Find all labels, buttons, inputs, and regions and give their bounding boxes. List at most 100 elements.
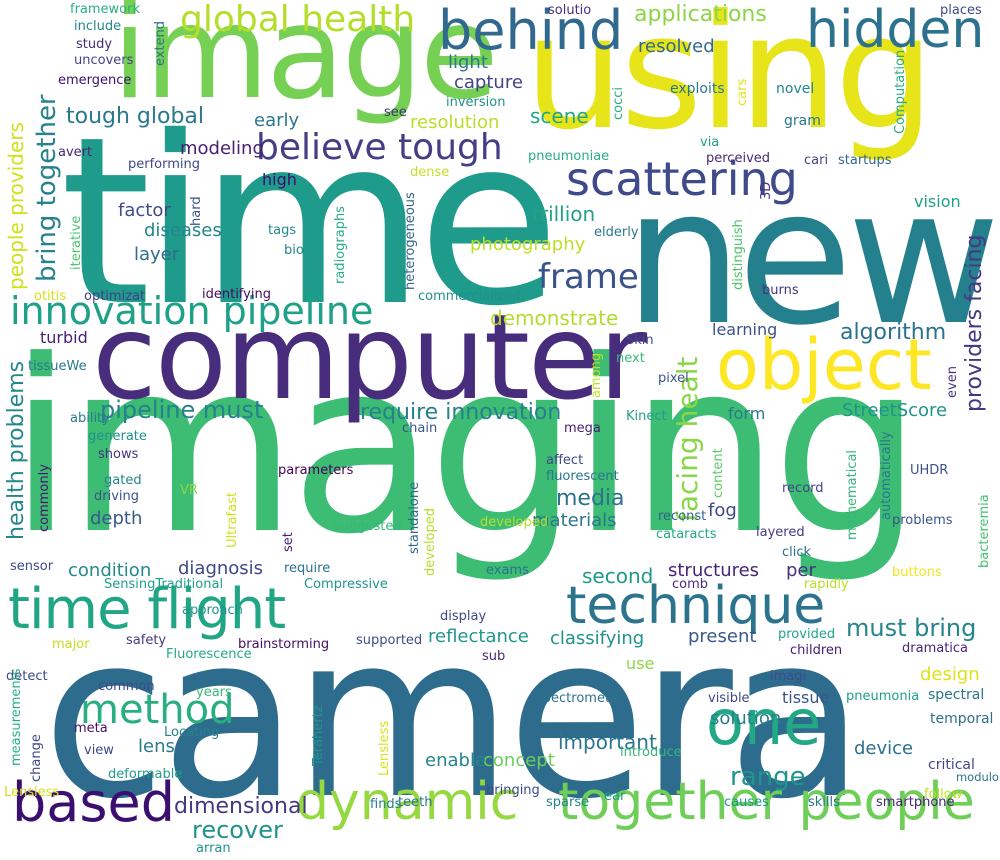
word-providers-facing: providers facing [962, 234, 987, 412]
word-uhdr: UHDR [910, 463, 949, 478]
word-change: view [84, 743, 114, 758]
word-standalone: standalone [407, 481, 422, 554]
word-spectrometer: Terahertz [311, 705, 326, 766]
word-rapidly: comb [672, 577, 709, 592]
word-novel: novel [776, 81, 815, 97]
word-supported: brainstorming [238, 637, 330, 652]
word-structures: structures [668, 560, 760, 581]
word-among: among [589, 352, 604, 398]
word-vr: VR [180, 483, 198, 498]
word-ability: ability [70, 411, 110, 426]
word-deformable: Lensless [377, 720, 392, 776]
word-developed: developed [423, 507, 438, 576]
word-frame: frame [538, 257, 639, 297]
word-major: display [440, 609, 487, 624]
word-heterogeneous: heterogeneous [403, 192, 418, 290]
word-dimensional: dimensional [174, 794, 308, 819]
word-time: time [60, 87, 560, 357]
word-layer: layer [134, 244, 180, 265]
word-places: places [940, 3, 982, 18]
word-early: early [254, 110, 300, 131]
word-based: based [12, 771, 176, 834]
word-camera: camera [42, 586, 865, 849]
word-require: sensor [10, 559, 54, 574]
word-scattering: scattering [566, 152, 798, 206]
word-turbid: turbid [40, 328, 88, 347]
word-scene: scene [530, 104, 589, 128]
word-reconst: reconst [658, 509, 707, 524]
word-learninga: follow [924, 787, 963, 802]
word-tags: tags [268, 223, 297, 238]
word-fluorescence: dramatica [902, 641, 969, 656]
word-must-bring: must bring [846, 614, 977, 642]
word-identifying: identifying [202, 287, 271, 302]
word-gram: gram [784, 113, 821, 129]
word-resolution: resolution [410, 112, 500, 133]
word-solution: solution [710, 708, 782, 729]
word-emergence: emergence [58, 73, 132, 88]
word-lensless: measurements [9, 668, 24, 766]
word-extend: extend [153, 20, 168, 66]
word-next: next [616, 351, 645, 366]
word-concept: concept [483, 750, 555, 771]
word-content: content [711, 448, 726, 498]
word-cari: cari [804, 153, 829, 168]
word-inversion: inversion [446, 95, 506, 110]
word-global-health: global health [180, 0, 416, 40]
word-even: even [945, 366, 960, 398]
word-safety: major [52, 637, 90, 652]
word-buttons: rapidly [804, 577, 849, 592]
word-solutio: solutio [548, 3, 592, 18]
word-skills: sparse [546, 795, 590, 810]
word-distinguish: distinguish [731, 219, 746, 290]
word-computer: computer [92, 288, 647, 426]
word-pneumoniae: pneumoniae [528, 149, 610, 164]
word-second: second [582, 564, 654, 588]
word-years: imagi [770, 669, 807, 684]
word-believe-tough: believe tough [256, 127, 503, 168]
word-vision: vision [914, 192, 961, 211]
word-elderly: elderly [594, 225, 639, 240]
word-finds: introduce [620, 745, 682, 760]
word-important: important [558, 730, 657, 754]
word-approach: buttons [892, 565, 942, 580]
word-teeth: bringing [486, 783, 540, 798]
word-causes: ear [604, 789, 626, 804]
word-meta: pneumonia [846, 689, 920, 704]
word-per: per [786, 560, 816, 581]
word-enable: enable [425, 750, 487, 771]
word-sensor: click [782, 545, 812, 560]
word-mega: mega [564, 421, 601, 436]
word-tissuewe: tissueWe [28, 359, 87, 374]
word-startups: startups [838, 153, 892, 168]
word-exams: Compressive [304, 577, 388, 592]
word-materials: materials [532, 510, 617, 531]
word-compressive: SensingTraditional [104, 577, 224, 592]
word-sparse: teeth [398, 795, 433, 810]
word-kinect: Kinect [626, 409, 667, 424]
word-driving: driving [94, 489, 140, 504]
word-range: range [730, 762, 806, 792]
word-cars: cars [735, 78, 750, 106]
word-recover: recover [192, 816, 283, 844]
word-method: method [80, 687, 235, 733]
word-avert: avert [58, 145, 93, 160]
word-spectral: spectral [928, 687, 985, 703]
word-framework: framework [70, 2, 141, 17]
word-smartphone: causes [724, 795, 769, 810]
word-computation: Computation [893, 49, 908, 134]
word-3d: 3D [759, 181, 774, 200]
word-factor: factor [118, 200, 171, 221]
word-health-problems: health problems [4, 360, 29, 540]
word-burns: burns [762, 283, 799, 298]
word-streetscore: StreetScore [842, 400, 948, 421]
word-bringing: deformable [108, 767, 183, 782]
word-light: light [448, 52, 488, 73]
word-view: Locating [164, 725, 220, 740]
word-generate: generate [88, 429, 147, 444]
word-performing: performing [128, 157, 201, 172]
word-study: study [76, 37, 113, 52]
word-device: device [854, 738, 914, 759]
word-arran: modulo [956, 770, 999, 784]
